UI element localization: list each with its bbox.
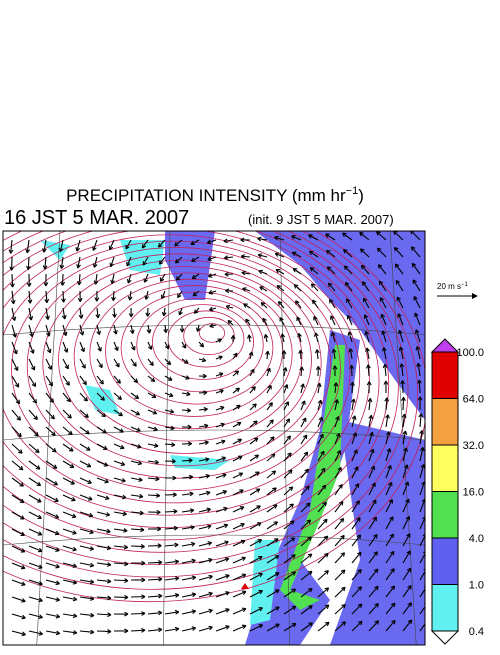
colorbar-under (432, 631, 458, 644)
colorbar-box (432, 492, 458, 539)
scale-arrow-head (472, 293, 478, 299)
colorbar-label: 32.0 (463, 440, 484, 452)
wind-arrow (131, 613, 145, 614)
colorbar-box (432, 399, 458, 446)
map (0, 190, 428, 645)
wind-arrow (114, 580, 128, 581)
scale-text: 20 m s (437, 282, 461, 291)
valid-time: 16 JST 5 MAR. 2007 (4, 207, 189, 229)
title-sup: −1 (346, 185, 359, 197)
wind-arrow (131, 546, 145, 547)
colorbar-over (432, 339, 458, 352)
scale-label: 20 m s−1 (437, 282, 469, 291)
title-text: PRECIPITATION INTENSITY (mm hr (66, 186, 346, 205)
colorbar-label: 1.0 (469, 580, 484, 592)
scale-sup: −1 (461, 282, 469, 288)
colorbar-box (432, 538, 458, 585)
init-time: (init. 9 JST 5 MAR. 2007) (248, 212, 394, 227)
colorbar-box (432, 445, 458, 492)
colorbar-label: 64.0 (463, 394, 484, 406)
wind-arrow (97, 631, 111, 632)
wind-arrow (403, 397, 404, 410)
colorbar: 100.0 64.0 32.0 16.0 4.0 1.0 0.4 (432, 339, 484, 644)
wind-arrow (148, 562, 162, 563)
wind-arrow (12, 274, 13, 287)
title-end: ) (358, 186, 364, 205)
title: PRECIPITATION INTENSITY (mm hr−1) (66, 185, 364, 205)
colorbar-label: 0.4 (469, 626, 484, 638)
colorbar-label: 4.0 (469, 533, 484, 545)
colorbar-box (432, 585, 458, 632)
colorbar-label: 100.0 (456, 347, 484, 359)
colorbar-box (432, 352, 458, 399)
colorbar-label: 16.0 (463, 487, 484, 499)
